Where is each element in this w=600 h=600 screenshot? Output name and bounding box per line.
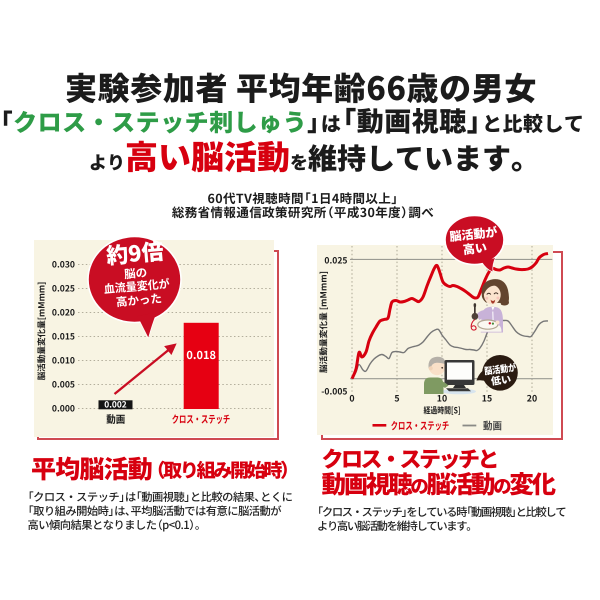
svg-text:15: 15: [482, 392, 492, 405]
svg-text:0.030: 0.030: [52, 259, 75, 271]
svg-text:脳活動量変化量 [mMmm]: 脳活動量変化量 [mMmm]: [318, 271, 330, 373]
svg-text:0.000: 0.000: [52, 403, 75, 415]
svg-text:動画: 動画: [483, 418, 502, 433]
svg-text:血流量変化が: 血流量変化が: [103, 275, 171, 297]
svg-text:クロス・ステッチ: クロス・ステッチ: [391, 418, 450, 433]
svg-text:高い: 高い: [462, 239, 488, 258]
svg-text:0.020: 0.020: [52, 307, 75, 319]
svg-text:0.025: 0.025: [324, 254, 347, 266]
svg-text:低い: 低い: [490, 371, 512, 388]
svg-text:高かった: 高かった: [115, 290, 162, 310]
svg-text:経過時間[S]: 経過時間[S]: [424, 404, 461, 417]
svg-text:20: 20: [527, 392, 537, 405]
svg-text:0.018: 0.018: [186, 347, 216, 363]
svg-text:0.002: 0.002: [104, 399, 127, 411]
svg-text:脳の: 脳の: [123, 264, 147, 282]
svg-text:10: 10: [437, 392, 447, 405]
svg-text:0.005: 0.005: [52, 379, 75, 391]
svg-text:-0.005: -0.005: [321, 386, 347, 398]
svg-text:0.025: 0.025: [52, 283, 75, 295]
svg-text:0.010: 0.010: [52, 355, 75, 367]
svg-text:動画: 動画: [106, 412, 125, 427]
svg-text:脳活動が: 脳活動が: [449, 223, 499, 245]
svg-text:0.015: 0.015: [52, 331, 75, 343]
svg-text:約9倍: 約9倍: [105, 234, 165, 271]
svg-text:5: 5: [394, 392, 399, 405]
svg-text:脳活動が: 脳活動が: [483, 360, 517, 378]
svg-text:脳活動量変化量[mMmm]: 脳活動量変化量[mMmm]: [36, 282, 48, 381]
svg-text:0: 0: [349, 392, 354, 405]
svg-text:クロス・ステッチ: クロス・ステッチ: [172, 412, 231, 427]
